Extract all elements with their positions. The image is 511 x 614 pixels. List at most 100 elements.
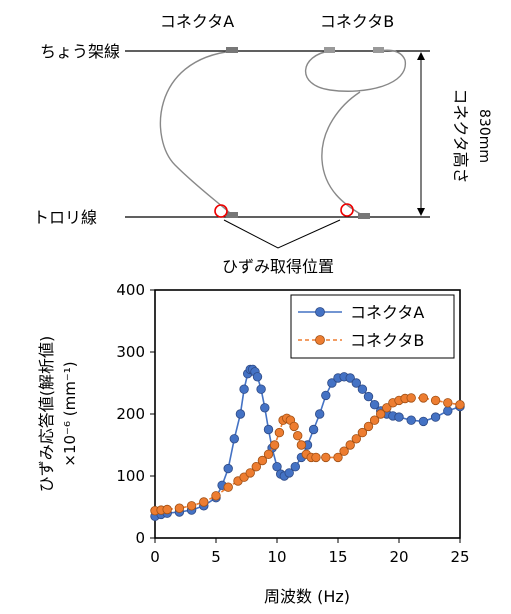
data-point-connector-b bbox=[376, 409, 386, 419]
data-point-connector-a bbox=[443, 406, 453, 416]
connector-a-bottom-clamp bbox=[226, 212, 238, 218]
data-point-connector-a bbox=[284, 468, 294, 478]
data-point-connector-b bbox=[430, 395, 441, 406]
strain-position-label: ひずみ取得位置 bbox=[222, 257, 334, 276]
data-point-connector-a bbox=[394, 412, 404, 422]
legend-box bbox=[290, 294, 455, 359]
connector-b-loop bbox=[304, 49, 406, 92]
strain-position-leader bbox=[223, 219, 341, 249]
y-tick-label: 400 bbox=[116, 281, 145, 299]
data-point-connector-b bbox=[223, 482, 233, 492]
data-point-connector-b bbox=[289, 421, 299, 432]
connector-a-label: コネクタA bbox=[160, 12, 234, 31]
x-tick-label: 25 bbox=[450, 548, 469, 566]
height-value: 830mm bbox=[476, 109, 492, 163]
data-point-connector-b bbox=[211, 491, 221, 501]
strain-point-b-marker bbox=[340, 203, 354, 217]
data-point-connector-b bbox=[199, 497, 209, 507]
data-point-connector-a bbox=[308, 424, 319, 435]
height-label: コネクタ高さ bbox=[451, 88, 470, 183]
connector-b-wire bbox=[321, 91, 363, 216]
data-point-connector-b bbox=[174, 503, 185, 513]
legend-marker-connector-a bbox=[315, 307, 325, 317]
data-point-connector-b bbox=[321, 452, 331, 463]
data-point-connector-a bbox=[345, 373, 355, 383]
legend: コネクタA コネクタB bbox=[290, 294, 455, 359]
data-point-connector-a bbox=[260, 403, 270, 413]
response-chart: 0 5 10 15 20 25 0 100 200 300 400 周波数 (Hz) ひずみ応答値… bbox=[37, 281, 470, 606]
data-point-connector-a bbox=[239, 384, 249, 394]
y-tick-label: 100 bbox=[116, 467, 145, 485]
data-point-connector-b bbox=[251, 462, 261, 472]
data-point-connector-a bbox=[351, 378, 362, 388]
y-axis-label-line-2: ×10⁻⁶ (mm⁻¹) bbox=[61, 361, 79, 466]
x-tick-label: 15 bbox=[328, 548, 347, 566]
data-point-connector-b bbox=[186, 501, 197, 511]
connector-a-wire bbox=[159, 50, 234, 214]
data-point-connector-b bbox=[311, 452, 321, 463]
series-layer bbox=[150, 364, 465, 522]
data-point-connector-b bbox=[443, 398, 453, 408]
legend-label-connector-b: コネクタB bbox=[350, 331, 424, 350]
x-tick-label: 0 bbox=[150, 548, 160, 566]
data-point-connector-b bbox=[245, 468, 255, 478]
data-point-connector-b bbox=[263, 449, 274, 460]
data-point-connector-a bbox=[418, 416, 429, 427]
data-point-connector-a bbox=[321, 390, 331, 401]
connector-b-label: コネクタB bbox=[320, 12, 394, 31]
y-axis-ticks: 0 100 200 300 400 bbox=[116, 281, 155, 547]
connector-b-top-clamp-left bbox=[324, 47, 335, 53]
series-connector-a bbox=[150, 364, 465, 522]
y-axis-label-line-1: ひずみ応答値(解析値) bbox=[37, 336, 56, 493]
data-point-connector-a bbox=[430, 412, 441, 422]
data-point-connector-a bbox=[229, 434, 240, 444]
x-tick-label: 20 bbox=[389, 548, 408, 566]
data-point-connector-b bbox=[455, 400, 465, 410]
data-point-connector-b bbox=[333, 452, 343, 463]
y-tick-label: 0 bbox=[135, 529, 145, 547]
data-point-connector-a bbox=[235, 409, 246, 419]
series-connector-b bbox=[150, 393, 465, 516]
data-point-connector-b bbox=[363, 421, 374, 432]
data-point-connector-a bbox=[363, 391, 374, 402]
data-point-connector-b bbox=[369, 415, 380, 425]
legend-marker-connector-b bbox=[315, 335, 325, 345]
height-arrow-bottom bbox=[417, 208, 425, 216]
height-arrow-top bbox=[417, 52, 425, 60]
x-tick-label: 5 bbox=[211, 548, 221, 566]
data-point-connector-a bbox=[223, 463, 233, 474]
data-point-connector-a bbox=[357, 384, 368, 394]
data-point-connector-b bbox=[351, 434, 362, 444]
connector-b-bottom-clamp bbox=[358, 213, 370, 219]
data-point-connector-b bbox=[382, 403, 392, 413]
connector-b-top-clamp-right bbox=[373, 47, 384, 53]
data-point-connector-b bbox=[274, 427, 285, 438]
x-axis-ticks: 0 5 10 15 20 25 bbox=[150, 538, 470, 566]
x-axis-label: 周波数 (Hz) bbox=[264, 587, 350, 606]
strain-point-a-marker bbox=[214, 204, 228, 218]
y-tick-label: 300 bbox=[116, 343, 145, 361]
data-point-connector-a bbox=[327, 378, 337, 388]
data-point-connector-a bbox=[256, 384, 266, 394]
data-point-connector-a bbox=[406, 415, 416, 425]
data-point-connector-b bbox=[269, 440, 280, 450]
y-tick-label: 200 bbox=[116, 405, 145, 423]
data-point-connector-a bbox=[315, 409, 325, 419]
data-point-connector-b bbox=[162, 504, 172, 515]
data-point-connector-a bbox=[369, 400, 380, 410]
data-point-connector-a bbox=[290, 462, 301, 472]
data-point-connector-b bbox=[293, 431, 303, 441]
messenger-wire-label: ちょう架線 bbox=[40, 42, 120, 61]
data-point-connector-b bbox=[357, 427, 368, 438]
connector-a-top-clamp bbox=[226, 47, 238, 53]
data-point-connector-b bbox=[257, 455, 268, 466]
data-point-connector-a bbox=[252, 372, 263, 382]
data-point-connector-b bbox=[406, 393, 416, 403]
contact-wire-label: トロリ線 bbox=[33, 208, 97, 227]
data-point-connector-b bbox=[418, 393, 429, 403]
data-point-connector-b bbox=[296, 440, 307, 450]
x-tick-label: 10 bbox=[267, 548, 286, 566]
data-point-connector-a bbox=[263, 424, 274, 435]
